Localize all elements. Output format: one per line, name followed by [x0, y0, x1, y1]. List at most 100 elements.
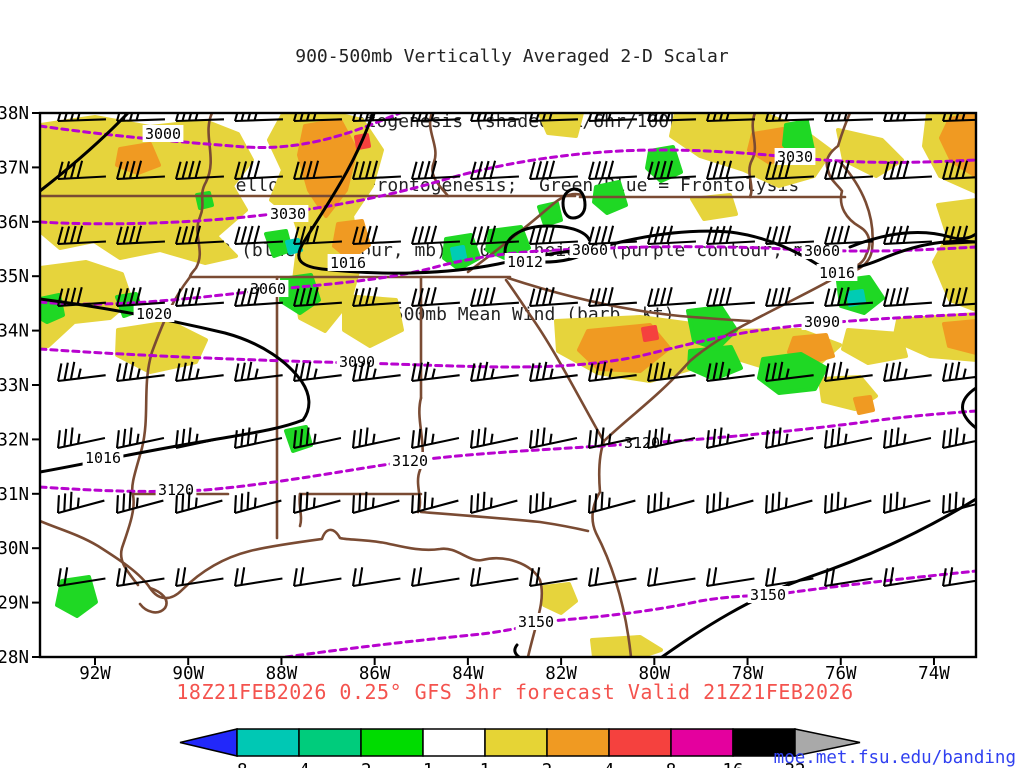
wind-barb [646, 491, 695, 515]
wind-barb [469, 225, 519, 246]
height-label-box [801, 313, 843, 330]
wind-barb [56, 361, 106, 383]
colorbar-box [608, 728, 672, 757]
wind-barb [469, 491, 518, 515]
wind-barb [410, 114, 461, 123]
height-contour-label: 3060 [804, 242, 840, 260]
wind-barb [705, 114, 756, 123]
mslp-label-box [327, 254, 369, 271]
wind-barb [705, 427, 755, 450]
wind-barb [115, 567, 165, 588]
shade-patch-yellow [841, 328, 908, 365]
lon-tick-label: 82W [545, 664, 577, 684]
wind-barb [764, 427, 814, 450]
wind-barb [941, 491, 975, 515]
shade-patch-cyan [450, 245, 467, 261]
wind-barb [646, 427, 696, 450]
wind-barb [528, 427, 578, 450]
wind-barb [292, 427, 342, 450]
wind-barb [705, 567, 755, 588]
colorbar-box [546, 728, 610, 757]
wind-barb [587, 361, 637, 383]
lat-tick-label: 34N [0, 322, 29, 342]
wind-barb [410, 287, 460, 308]
wind-barb [351, 491, 400, 515]
height-label-box [155, 481, 197, 498]
colorbar-tick-label: 32 [784, 761, 805, 768]
shade-patch-green [55, 575, 98, 618]
wind-barb [469, 114, 520, 123]
wind-barb [469, 361, 519, 383]
wind-barb [941, 114, 975, 123]
wind-barb [528, 225, 578, 246]
wind-barb [823, 427, 873, 450]
wind-barb [528, 567, 578, 588]
wind-barb [705, 361, 755, 383]
state-border [506, 276, 752, 323]
shade-patch-green [279, 273, 321, 315]
wind-barb [351, 567, 401, 588]
wind-barb [705, 287, 755, 308]
wind-barb [764, 491, 813, 515]
wind-barb [292, 160, 342, 181]
shade-patch-red [641, 325, 659, 342]
wind-barb [587, 287, 637, 308]
mslp-contour [660, 497, 975, 656]
wind-barb [56, 160, 106, 181]
colorbar-tick-label: 1 [480, 761, 491, 768]
lat-tick-label: 28N [0, 648, 29, 668]
lon-tick-label: 90W [172, 664, 204, 684]
wind-barb [882, 160, 932, 181]
wind-barb [882, 427, 932, 450]
wind-barb [941, 160, 975, 181]
wind-barb [705, 225, 755, 246]
mslp-contour [961, 386, 975, 430]
wind-barb [410, 361, 460, 383]
wind-barb [823, 287, 873, 308]
shade-patch-yellow [538, 114, 584, 138]
map-layers: 3000 3030 3030 3060 3060 3060 3090 3090 3120 3120… [41, 114, 975, 656]
lat-tick-label: 37N [0, 158, 29, 178]
title-line-1: 900-500mb Vertically Averaged 2-D Scalar [295, 46, 729, 67]
wind-barb [764, 225, 814, 246]
shade-patch-yellow [590, 635, 663, 656]
colorbar-tick-label: -4 [288, 761, 309, 768]
mslp-label-box [82, 449, 124, 466]
lon-tick-label: 76W [825, 664, 857, 684]
height-contour-label: 3090 [339, 353, 375, 371]
wind-barb [351, 114, 402, 123]
colorbar-tick-label: -1 [412, 761, 433, 768]
mslp-contour [41, 418, 305, 474]
mslp-contour [513, 643, 521, 656]
lat-tick-label: 29N [0, 594, 29, 614]
colorbar: -8 -4 -2 -1 1 2 4 8 16 32 [179, 728, 861, 768]
shade-patch-yellow [932, 198, 975, 312]
wind-barb [351, 287, 401, 308]
height-contour-label: 3120 [158, 481, 194, 499]
colorbar-right-arrow [794, 728, 861, 757]
wind-barb [115, 287, 165, 308]
wind-barb [174, 427, 224, 450]
shade-patch-yellow [836, 128, 904, 178]
lat-tick-label: 33N [0, 376, 29, 396]
height-contours [41, 114, 975, 656]
forecast-valid-caption: 18Z21FEB2026 0.25° GFS 3hr forecast Vali… [176, 680, 854, 704]
shade-patch-yellow [690, 193, 738, 221]
height-label-box [801, 242, 843, 259]
wind-barb [705, 160, 755, 181]
wind-barb [233, 361, 283, 383]
shade-patch-yellow [342, 294, 404, 348]
lat-tick-label: 30N [0, 539, 29, 559]
lon-tick-label: 84W [452, 664, 484, 684]
height-contour-label: 3120 [392, 452, 428, 470]
wind-barb [941, 427, 975, 450]
wind-barb [174, 225, 224, 246]
state-border [119, 275, 192, 587]
wind-barb [882, 225, 932, 246]
colorbar-box [298, 728, 362, 757]
site-url-link[interactable]: moe.met.fsu.edu/banding [773, 748, 1016, 768]
wind-barb [587, 225, 637, 246]
